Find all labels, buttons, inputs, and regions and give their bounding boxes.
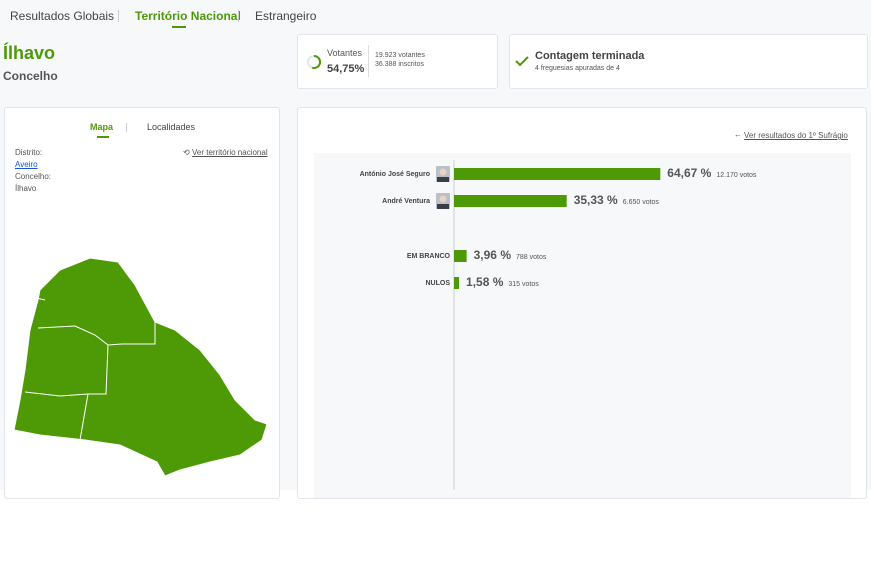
- votes-label: 315 votos: [508, 281, 539, 288]
- turnout-card: Votantes 54,75% 19.923 votantes 36.388 i…: [297, 34, 498, 89]
- map-border: [79, 344, 109, 441]
- bar: [454, 168, 661, 180]
- separator: [118, 10, 119, 22]
- map-tab[interactable]: Localidades: [147, 122, 196, 132]
- tab[interactable]: Estrangeiro: [255, 9, 317, 23]
- candidate-photo-suit: [437, 204, 449, 209]
- page-title: Ílhavo: [3, 43, 56, 63]
- bar: [454, 195, 567, 207]
- percent-label: 3,96 %: [474, 248, 512, 262]
- percent-label: 64,67 %: [667, 166, 711, 180]
- chart-area: [314, 153, 851, 498]
- back-arrow: ←: [734, 130, 742, 139]
- turnout-ring: [307, 54, 322, 69]
- map-border: [24, 391, 89, 397]
- separator: [126, 123, 127, 132]
- municipality: Ílhavo: [15, 184, 37, 193]
- reset-link[interactable]: Ver território nacional: [192, 148, 268, 157]
- district-link[interactable]: Aveiro: [15, 160, 38, 169]
- map-region[interactable]: [13, 257, 268, 477]
- candidate-name: EM BRANCO: [407, 253, 451, 260]
- bar: [454, 250, 467, 262]
- candidate-photo-face: [439, 195, 447, 203]
- candidate-name: António José Seguro: [360, 171, 430, 178]
- tab[interactable]: Resultados Globais: [10, 9, 115, 23]
- candidate-photo-suit: [437, 177, 449, 182]
- tab-underline: [97, 136, 109, 138]
- separator: [238, 10, 239, 22]
- votes-label: 788 votos: [516, 254, 547, 261]
- municipality-label: Concelho:: [15, 172, 52, 181]
- map: [13, 257, 268, 477]
- candidate-photo-face: [439, 168, 447, 176]
- percent-label: 35,33 %: [574, 193, 618, 207]
- votes-label: 6.650 votos: [623, 199, 660, 206]
- tab-underline: [172, 26, 186, 28]
- turnout-label: Votantes: [327, 48, 363, 58]
- check-icon: [515, 56, 529, 67]
- bar: [454, 277, 460, 289]
- turnout-percent: 54,75%: [327, 63, 365, 75]
- district-label: Distrito:: [15, 148, 43, 157]
- results-chart: António José Seguro 64,67 % 12.170 votos An…: [360, 160, 757, 490]
- candidate-name: NULOS: [426, 280, 451, 287]
- count-title: Contagem terminada: [535, 50, 645, 62]
- separator: [368, 45, 369, 77]
- percent-label: 1,58 %: [466, 275, 504, 289]
- map-border: [27, 295, 46, 301]
- candidate-name: André Ventura: [382, 198, 430, 205]
- reset-icon: ⟲: [183, 148, 190, 157]
- voters: 19.923 votantes: [375, 52, 425, 59]
- registered: 36.388 inscritos: [375, 61, 425, 68]
- page-subtitle: Concelho: [3, 69, 58, 83]
- tab-active[interactable]: Território Nacional: [135, 9, 241, 23]
- map-tab-active[interactable]: Mapa: [90, 122, 114, 132]
- count-detail: 4 freguesias apuradas de 4: [535, 65, 620, 72]
- count-card: Contagem terminada 4 freguesias apuradas…: [509, 34, 868, 89]
- votes-label: 12.170 votos: [716, 172, 757, 179]
- results-link[interactable]: Ver resultados do 1º Sufrágio: [744, 131, 848, 140]
